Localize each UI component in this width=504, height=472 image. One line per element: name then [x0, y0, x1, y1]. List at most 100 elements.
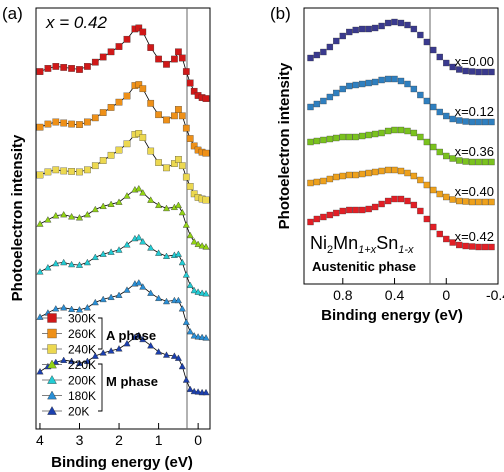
data-point [139, 283, 147, 290]
data-point [378, 129, 385, 137]
data-point [384, 166, 392, 174]
data-point [359, 25, 366, 33]
data-point [371, 130, 379, 138]
data-point [449, 115, 456, 123]
panel-a-series [36, 24, 210, 396]
data-point [60, 258, 68, 266]
data-point [186, 385, 194, 392]
legend-marker [47, 344, 57, 354]
data-point [417, 207, 424, 215]
panel-b-series: x=0.00 x=0.12 x=0.36 x=0.40 x=0.42 [307, 18, 495, 251]
data-point [175, 156, 182, 163]
data-point [75, 261, 84, 268]
data-point [171, 112, 178, 120]
data-point [449, 239, 456, 246]
phase-label: Austenitic phase [312, 259, 416, 274]
data-point [462, 118, 469, 125]
data-point [178, 112, 186, 120]
data-point [307, 218, 314, 226]
data-point [182, 68, 190, 75]
data-point [333, 89, 340, 97]
data-point [320, 97, 327, 105]
data-point [182, 221, 190, 228]
legend-marker [47, 313, 57, 323]
data-point [147, 196, 155, 203]
data-point [326, 175, 334, 183]
data-point [76, 168, 83, 176]
series-240K [36, 130, 210, 204]
data-point [423, 181, 431, 189]
data-point [147, 341, 155, 349]
data-point [135, 184, 143, 192]
data-point [468, 68, 476, 75]
data-point [410, 172, 418, 180]
data-point [378, 22, 385, 30]
data-point [326, 135, 334, 143]
data-point [359, 80, 366, 88]
data-point [481, 118, 489, 126]
data-point [488, 158, 495, 166]
data-point [410, 201, 418, 209]
data-point [443, 112, 450, 120]
data-point [339, 133, 346, 141]
data-point [155, 159, 162, 166]
tick-label: 3 [76, 432, 84, 448]
series-200K [36, 233, 210, 297]
data-point [107, 104, 115, 111]
data-point [162, 297, 171, 305]
data-point [83, 258, 91, 266]
data-point [468, 158, 476, 166]
data-point [182, 376, 190, 383]
data-point [397, 167, 405, 175]
data-point [346, 133, 353, 141]
data-point [391, 166, 398, 174]
data-point [475, 198, 482, 206]
data-point [139, 189, 147, 196]
panel-b-frame [303, 7, 499, 285]
data-point [163, 116, 170, 124]
data-point [359, 170, 366, 178]
data-point [99, 250, 107, 257]
data-point [313, 51, 321, 59]
data-point [359, 132, 366, 140]
data-point [68, 212, 76, 220]
data-point [115, 43, 123, 50]
data-point [178, 54, 186, 62]
data-point [52, 259, 60, 267]
panel-a-annotation: x = 0.42 [45, 13, 108, 32]
data-point [123, 192, 131, 199]
data-point [60, 119, 68, 127]
data-point [333, 134, 340, 142]
data-point [397, 77, 405, 85]
data-point [384, 197, 392, 205]
data-point [190, 87, 198, 95]
data-point [410, 25, 418, 33]
data-point [488, 68, 495, 76]
data-point [147, 244, 155, 251]
data-point [186, 135, 194, 142]
tick-label: 1 [155, 432, 163, 448]
data-point [417, 176, 424, 184]
data-point [36, 171, 44, 179]
data-point [371, 24, 379, 32]
data-point [91, 298, 99, 306]
data-point [171, 55, 178, 63]
data-point [326, 211, 334, 219]
data-point [397, 126, 405, 134]
data-point [91, 352, 99, 359]
panel-a-x-ticks: 4 3 2 1 0 [36, 423, 202, 448]
data-point [423, 138, 431, 146]
data-point [99, 157, 107, 164]
data-point [147, 147, 155, 155]
legend-a-phase-label: A phase [106, 328, 156, 343]
data-point [198, 242, 206, 249]
data-point [75, 306, 84, 313]
data-point [174, 201, 182, 209]
data-point [44, 120, 52, 128]
data-point [423, 215, 431, 223]
data-point [36, 268, 44, 275]
series-220K [36, 184, 210, 250]
data-point [163, 60, 170, 68]
data-point [107, 347, 115, 354]
